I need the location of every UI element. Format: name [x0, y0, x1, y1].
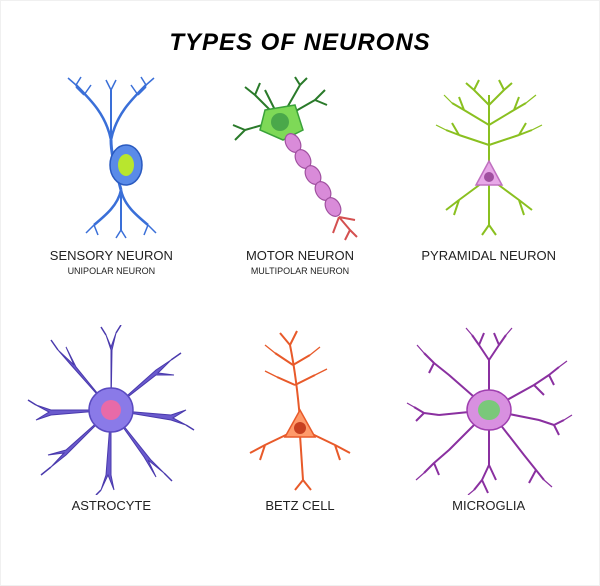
cell-sensory: SENSORY NEURON UNIPOLAR NEURON: [20, 75, 203, 315]
sensory-sublabel: UNIPOLAR NEURON: [68, 266, 156, 276]
astrocyte-label: ASTROCYTE: [72, 499, 151, 514]
microglia-label: MICROGLIA: [452, 499, 525, 514]
betz-label: BETZ CELL: [265, 499, 334, 514]
cell-motor: MOTOR NEURON MULTIPOLAR NEURON: [209, 75, 392, 315]
sensory-illustration: [26, 75, 196, 245]
microglia-illustration: [404, 325, 574, 495]
cell-astrocyte: ASTROCYTE: [20, 325, 203, 565]
cell-pyramidal: PYRAMIDAL NEURON: [397, 75, 580, 315]
motor-sublabel: MULTIPOLAR NEURON: [251, 266, 349, 276]
page-title: TYPES OF NEURONS: [1, 1, 599, 57]
pyramidal-label: PYRAMIDAL NEURON: [421, 249, 556, 264]
cell-betz: BETZ CELL: [209, 325, 392, 565]
neuron-grid: SENSORY NEURON UNIPOLAR NEURON: [20, 75, 580, 565]
betz-illustration: [215, 325, 385, 495]
astrocyte-illustration: [26, 325, 196, 495]
motor-label: MOTOR NEURON: [246, 249, 354, 264]
cell-microglia: MICROGLIA: [397, 325, 580, 565]
motor-illustration: [215, 75, 385, 245]
sensory-label: SENSORY NEURON: [50, 249, 173, 264]
pyramidal-illustration: [404, 75, 574, 245]
